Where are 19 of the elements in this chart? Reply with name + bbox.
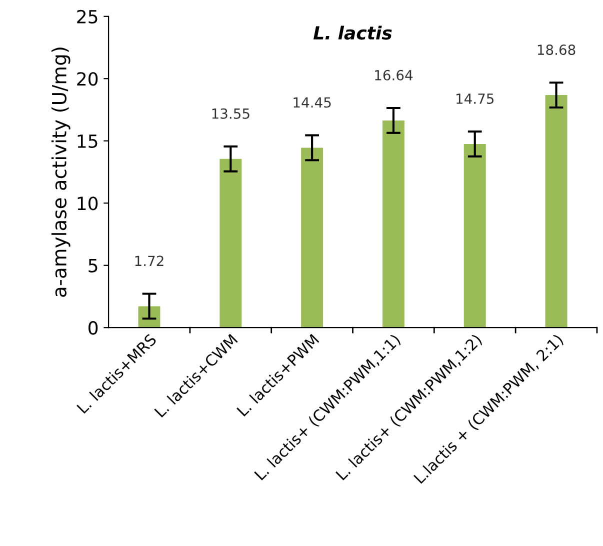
y-tick-label: 15 [78, 134, 98, 148]
data-label: 18.68 [538, 44, 576, 56]
bar [545, 95, 568, 328]
y-tick-label: 5 [88, 259, 98, 272]
bar [220, 158, 242, 328]
y-tick-label: 10 [78, 196, 98, 210]
data-label: 14.75 [456, 94, 494, 104]
data-label: 16.64 [375, 70, 413, 80]
data-label: 14.45 [294, 97, 331, 108]
data-label: 1.72 [135, 256, 164, 266]
y-tick-label: 0 [88, 321, 98, 335]
chart-title: L. lactis [313, 26, 392, 40]
bar [382, 120, 404, 328]
data-label: 13.55 [212, 108, 250, 119]
y-tick-label: 25 [77, 10, 98, 24]
bar [464, 144, 486, 328]
y-axis-title: a-amylase activity (U/mg) [51, 48, 70, 297]
y-tick-label: 20 [77, 72, 98, 86]
bar [301, 148, 324, 328]
